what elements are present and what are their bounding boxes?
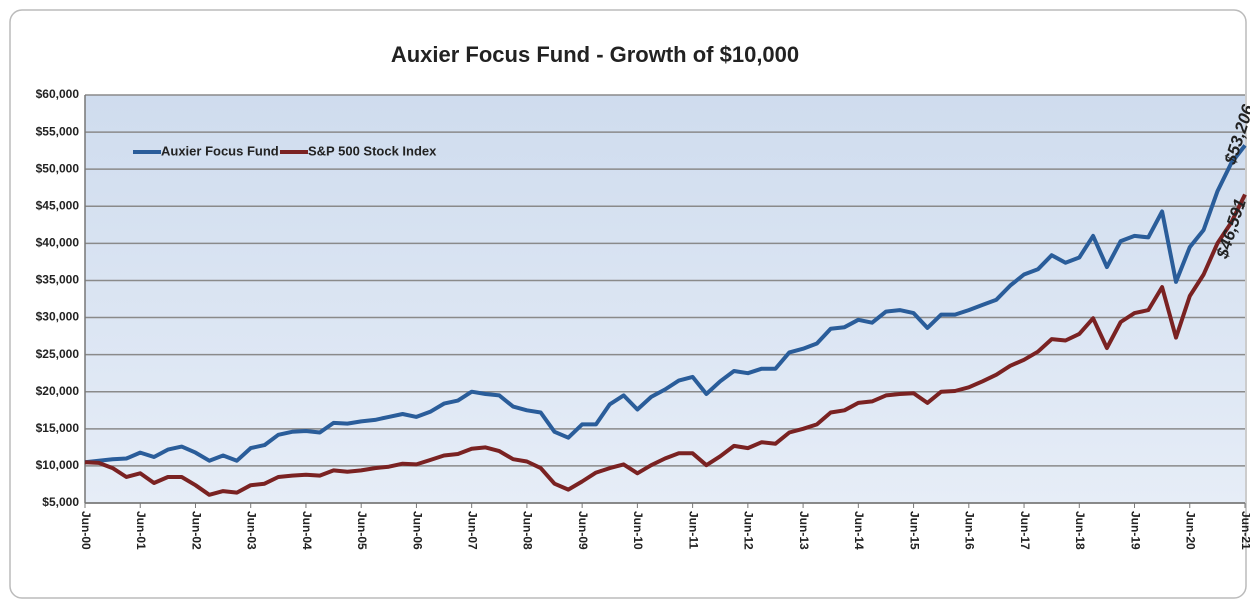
x-tick-label: Jun-14 (852, 511, 866, 550)
series-line (84, 144, 1247, 465)
x-tick-label: Jun-20 (1184, 511, 1198, 550)
y-tick-label: $50,000 (36, 161, 80, 175)
y-tick-label: $20,000 (36, 384, 80, 398)
x-tick-label: Jun-11 (686, 511, 700, 549)
y-tick-label: $40,000 (36, 236, 80, 250)
x-tick-label: Jun-08 (521, 511, 535, 550)
y-tick-label: $60,000 (36, 87, 80, 101)
x-tick-label: Jun-00 (79, 511, 93, 550)
series-line (84, 193, 1247, 497)
x-tick-label: Jun-02 (189, 511, 203, 550)
y-tick-label: $55,000 (36, 124, 80, 138)
x-tick-label: Jun-21 (1239, 511, 1250, 550)
y-tick-label: $5,000 (42, 495, 79, 509)
y-tick-label: $10,000 (36, 458, 80, 472)
x-tick-label: Jun-09 (576, 511, 590, 550)
y-tick-label: $15,000 (36, 421, 80, 435)
y-tick-label: $25,000 (36, 347, 80, 361)
x-tick-label: Jun-06 (410, 511, 424, 550)
x-tick-label: Jun-15 (907, 511, 921, 550)
x-tick-label: Jun-04 (300, 511, 314, 550)
x-tick-label: Jun-18 (1073, 511, 1087, 550)
x-tick-label: Jun-16 (963, 511, 977, 550)
x-tick-label: Jun-19 (1128, 511, 1142, 550)
x-tick-label: Jun-03 (245, 511, 259, 550)
y-tick-label: $35,000 (36, 273, 80, 287)
chart-title: Auxier Focus Fund - Growth of $10,000 (391, 42, 799, 67)
x-tick-label: Jun-05 (355, 511, 369, 550)
x-tick-label: Jun-17 (1018, 511, 1032, 550)
x-tick-label: Jun-12 (742, 511, 756, 550)
y-tick-label: $45,000 (36, 198, 80, 212)
legend-label: S&P 500 Stock Index (308, 143, 437, 158)
x-tick-label: Jun-13 (797, 511, 811, 550)
y-tick-label: $30,000 (36, 310, 80, 324)
legend-label: Auxier Focus Fund (161, 143, 279, 158)
x-tick-label: Jun-01 (134, 511, 148, 550)
x-tick-label: Jun-10 (631, 511, 645, 550)
x-tick-label: Jun-07 (465, 511, 479, 550)
